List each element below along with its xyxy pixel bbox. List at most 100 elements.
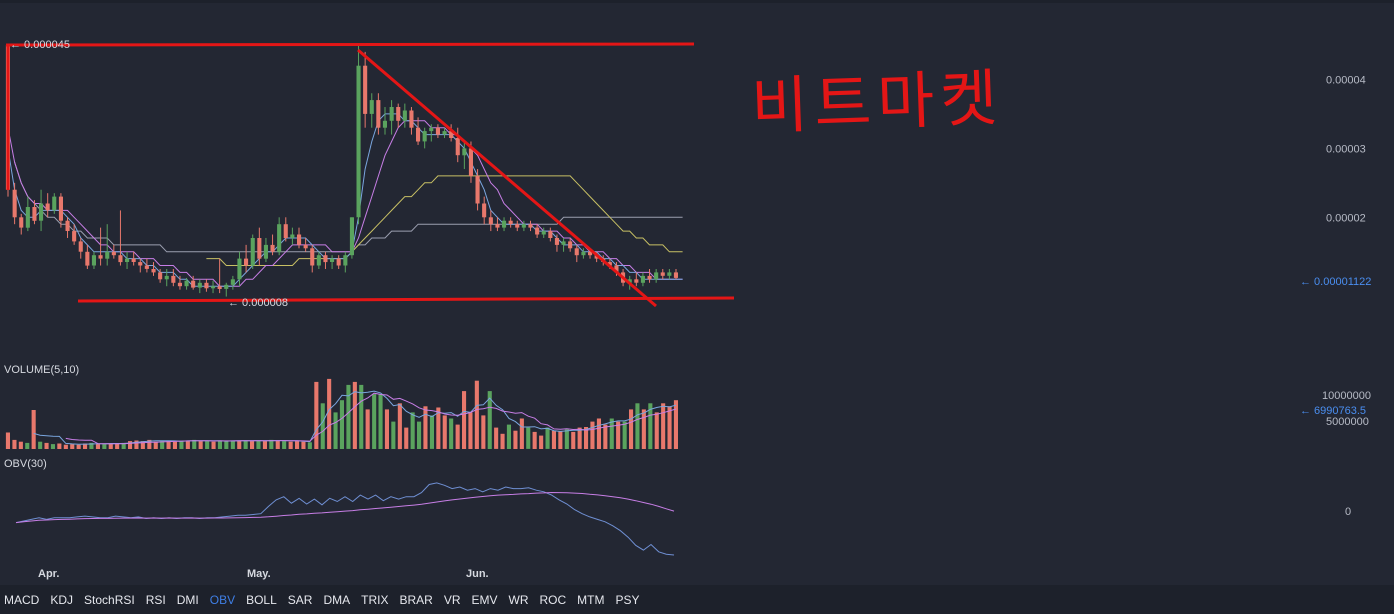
obv-tick-label: 0 [1345, 506, 1351, 518]
candle-body [568, 241, 573, 249]
volume-bar [410, 412, 415, 449]
candle-body [197, 282, 202, 288]
volume-bar [12, 439, 17, 449]
volume-bar [230, 440, 235, 449]
volume-bar [147, 439, 152, 449]
candle-body [528, 224, 533, 228]
candle-body [257, 238, 262, 259]
tab-roc[interactable]: ROC [539, 592, 567, 607]
candle-body [297, 234, 302, 245]
tab-vr[interactable]: VR [443, 592, 461, 607]
candle-body [91, 255, 96, 266]
volume-bar [494, 427, 499, 449]
tab-obv[interactable]: OBV [209, 592, 236, 607]
volume-bar [423, 406, 428, 449]
volume-bar [339, 400, 344, 449]
candle-body [554, 238, 559, 245]
candle-body [98, 255, 103, 259]
candle-body [409, 110, 414, 128]
tab-brar[interactable]: BRAR [399, 592, 433, 607]
volume-bar [648, 403, 653, 450]
tab-psy[interactable]: PSY [615, 592, 640, 607]
candle-body [502, 220, 507, 228]
volume-bar [500, 433, 505, 450]
tab-macd[interactable]: MACD [4, 592, 40, 607]
volume-bar [295, 441, 300, 449]
candle-body [488, 217, 493, 225]
tab-rsi[interactable]: RSI [145, 592, 166, 607]
top-edge [0, 0, 1394, 3]
volume-bar [70, 444, 75, 449]
volume-bar [63, 444, 68, 449]
candle-body [369, 100, 374, 114]
volume-bar [391, 421, 396, 449]
tab-dma[interactable]: DMA [323, 592, 351, 607]
volume-bar [301, 441, 306, 449]
candle-body [277, 224, 282, 252]
candle-body [482, 203, 487, 218]
candle-body [164, 275, 169, 280]
volume-bar [436, 407, 441, 449]
tab-stochrsi[interactable]: StochRSI [84, 592, 135, 607]
tab-mtm[interactable]: MTM [577, 592, 605, 607]
tab-dmi[interactable]: DMI [176, 592, 199, 607]
volume-bar [622, 421, 627, 449]
volume-bar [397, 403, 402, 450]
volume-bar [429, 415, 434, 449]
candle-body [25, 207, 30, 228]
tab-emv[interactable]: EMV [471, 592, 498, 607]
candle-body [449, 131, 454, 138]
volume-bar [31, 410, 36, 449]
x-tick-label: Jun. [466, 568, 489, 580]
volume-bar [185, 440, 190, 449]
candle-body [343, 255, 348, 266]
volume-bar [532, 431, 537, 449]
candle-body [250, 238, 255, 266]
candle-body [614, 265, 619, 273]
tab-boll[interactable]: BOLL [246, 592, 277, 607]
tab-kdj[interactable]: KDJ [50, 592, 74, 607]
volume-bar [519, 418, 524, 449]
volume-bar [417, 421, 422, 449]
volume-bar [237, 440, 242, 449]
volume-series [5, 378, 678, 450]
volume-bar [661, 403, 666, 450]
candle-body [58, 196, 63, 221]
candle-body [283, 224, 288, 238]
volume-bar [513, 430, 518, 449]
candle-body [244, 258, 249, 266]
volume-bar [102, 444, 107, 449]
volume-bar [134, 440, 139, 449]
candle-body [376, 100, 381, 128]
candle-body [217, 286, 222, 289]
volume-bar [673, 400, 678, 449]
candle-body [191, 280, 196, 288]
indicator-toolbar: MACD KDJ StochRSI RSI DMI OBV BOLL SAR DMA TRIX BR… [0, 585, 1394, 614]
candle-body [118, 255, 123, 263]
user-drawings: 비트마켓 [5, 42, 1005, 308]
tab-trix[interactable]: TRIX [361, 592, 389, 607]
volume-bar [506, 424, 511, 449]
volume-bar [571, 431, 576, 449]
candle-body [151, 269, 156, 273]
candle-body [363, 65, 368, 114]
volume-current-label: ← 6990763.5 [1300, 405, 1366, 417]
volume-bar [449, 418, 454, 449]
price-tick-label: 0.00003 [1326, 143, 1366, 155]
candle-body [144, 265, 149, 269]
tab-wr[interactable]: WR [508, 592, 529, 607]
chart-canvas[interactable]: 0.00004 0.00003 0.00002 ← 0.00001122 비트마켓 ←… [0, 0, 1394, 585]
candle-body [561, 241, 566, 245]
volume-bar [468, 412, 473, 449]
tab-sar[interactable]: SAR [287, 592, 313, 607]
volume-bar [288, 441, 293, 449]
candle-body [171, 275, 176, 283]
volume-bar [462, 391, 467, 449]
volume-bar [558, 431, 563, 449]
volume-bar [603, 424, 608, 449]
volume-bar [282, 441, 287, 449]
volume-bar [564, 429, 569, 449]
handwritten-annotation: 비트마켓 [750, 61, 1005, 143]
volume-bar [352, 381, 357, 449]
volume-bar [57, 443, 62, 449]
